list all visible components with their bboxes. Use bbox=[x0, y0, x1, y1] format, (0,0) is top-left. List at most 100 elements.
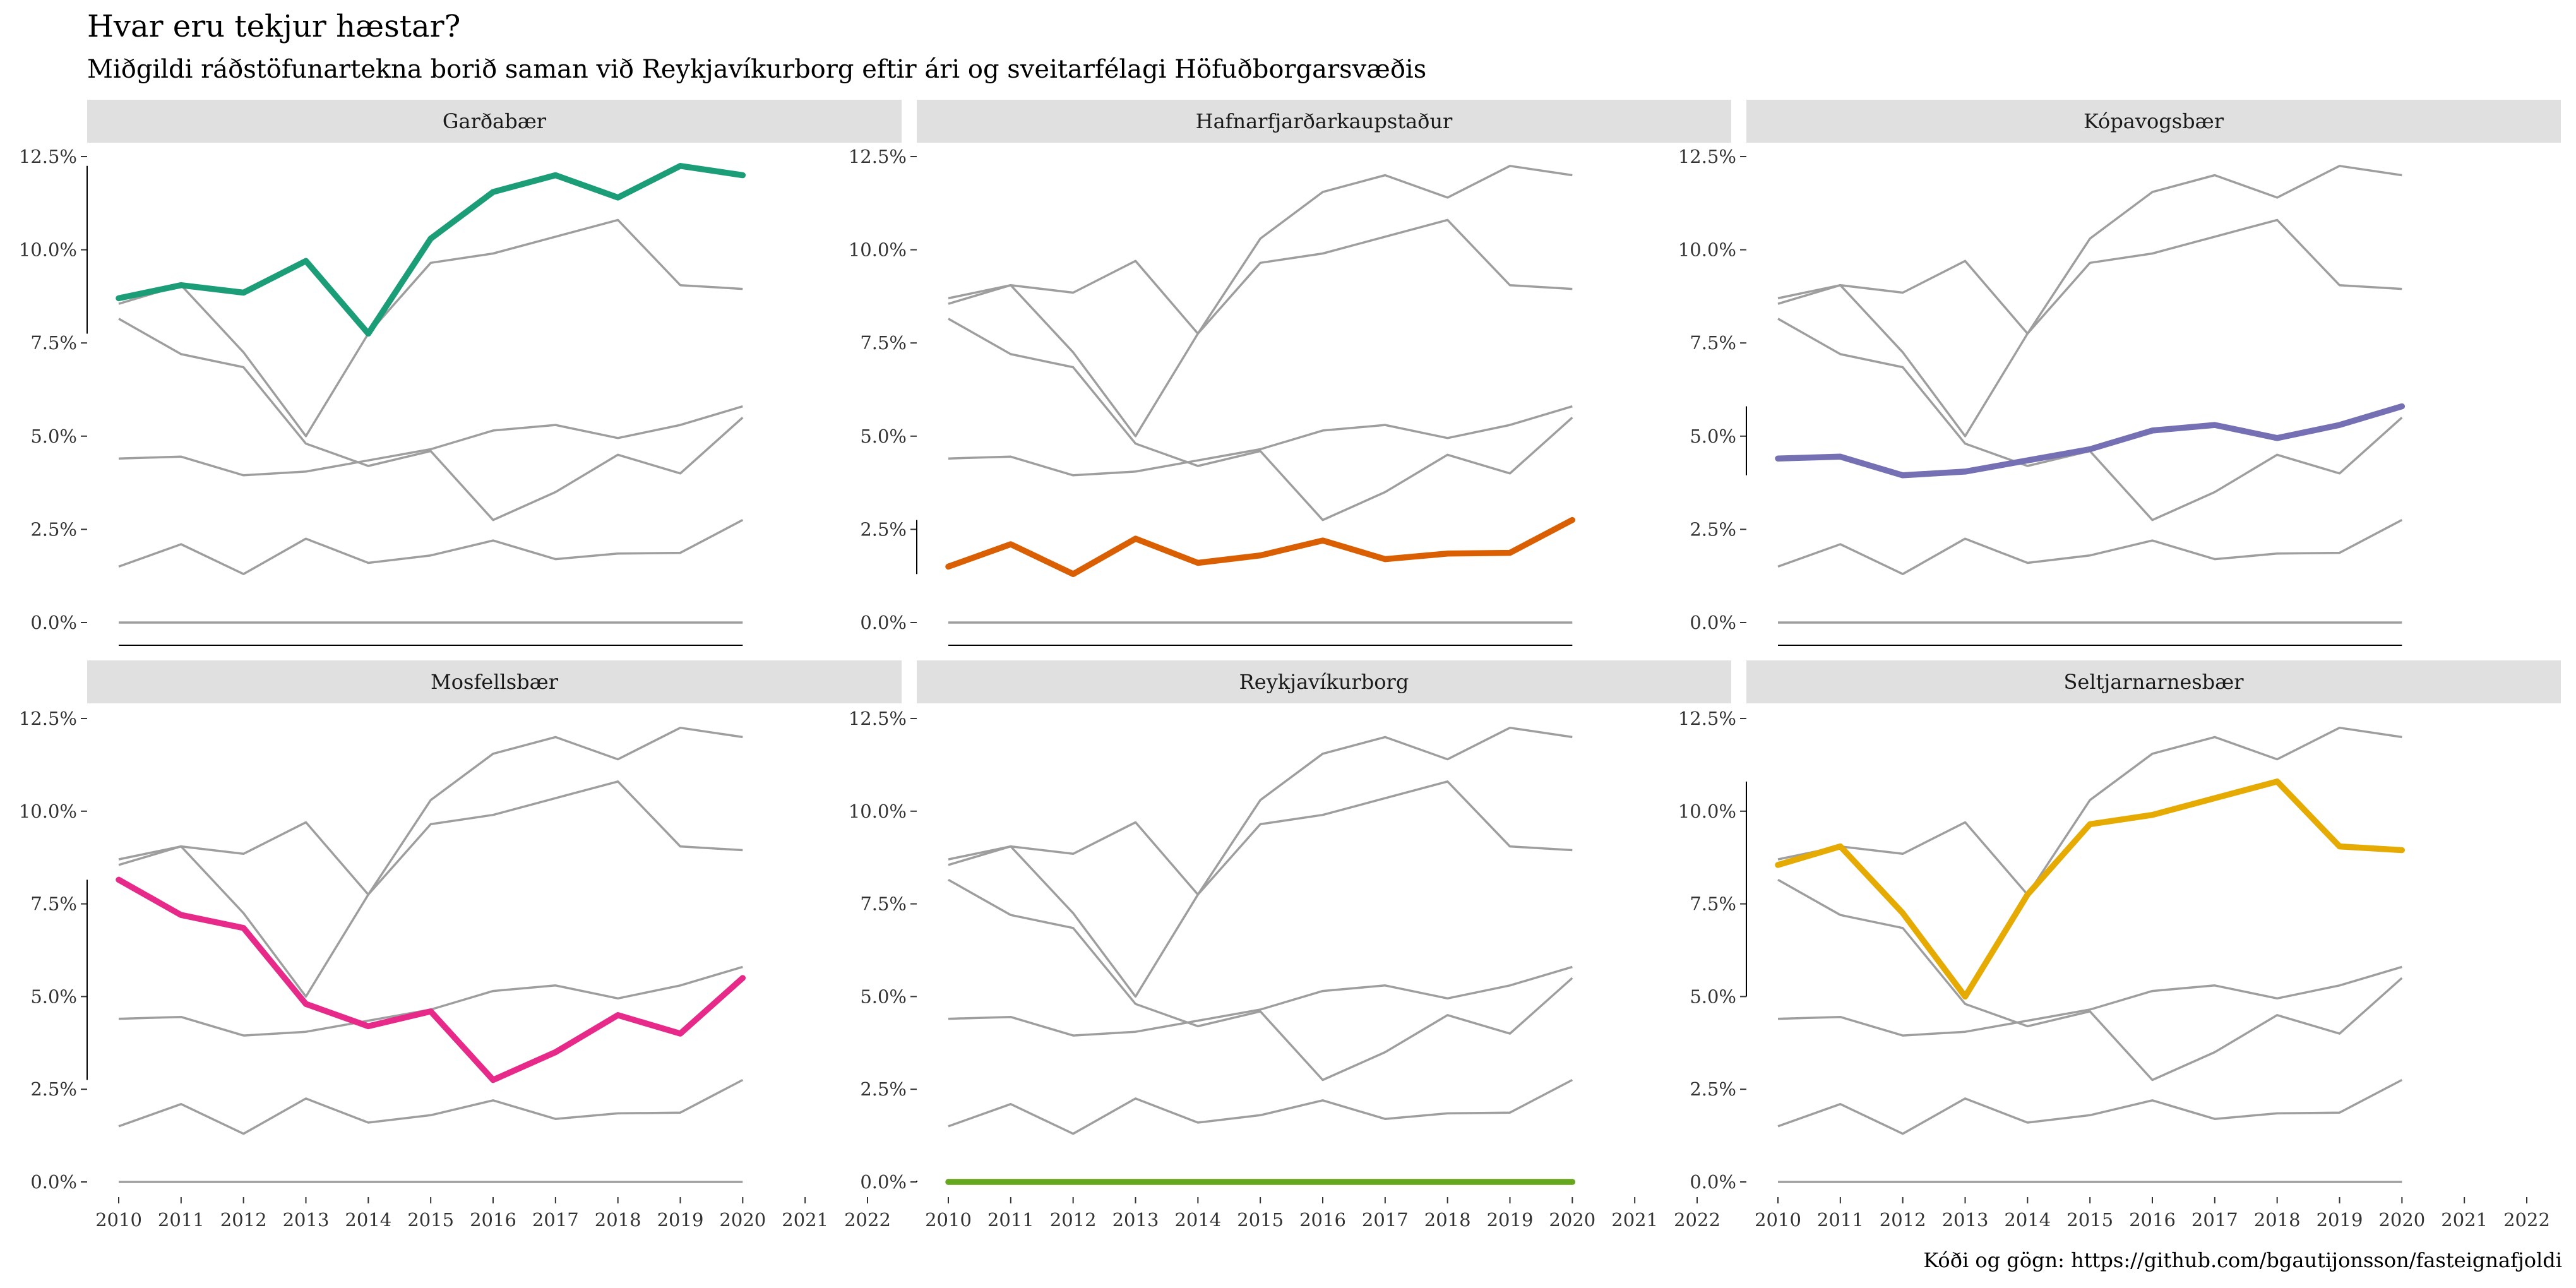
facet-strip-label: Garðabær bbox=[443, 109, 547, 133]
chart-subtitle: Miðgildi ráðstöfunartekna borið saman vi… bbox=[87, 55, 1427, 84]
background-line-mosfellsbaer bbox=[948, 878, 1573, 1082]
background-line-seltjarnarnesbaer bbox=[118, 218, 743, 438]
background-line-gardabaer bbox=[948, 165, 1573, 335]
y-tick-label: 10.0% bbox=[849, 239, 907, 261]
y-tick-label: 12.5% bbox=[849, 708, 907, 729]
x-tick-label: 2020 bbox=[719, 1209, 766, 1231]
chart-title: Hvar eru tekjur hæstar? bbox=[87, 9, 461, 44]
y-tick-label: 2.5% bbox=[860, 518, 907, 540]
x-tick-label: 2020 bbox=[2378, 1209, 2425, 1231]
background-line-mosfellsbaer bbox=[948, 318, 1573, 522]
highlight-line-seltjarnarnesbaer bbox=[1775, 778, 2406, 1000]
x-tick-label: 2021 bbox=[782, 1209, 828, 1231]
x-tick-label: 2011 bbox=[158, 1209, 205, 1231]
facet-panel-reykjavikurborg: Reykjavíkurborg 0.0% 2.5% 5.0% 7.5% 10.0% 12.5… bbox=[849, 660, 1731, 1231]
x-tick-label: 2022 bbox=[2503, 1209, 2550, 1231]
x-tick-label: 2022 bbox=[844, 1209, 891, 1231]
x-tick-label: 2016 bbox=[1299, 1209, 1346, 1231]
y-tick-label: 2.5% bbox=[1690, 1078, 1736, 1100]
facet-strip bbox=[917, 100, 1731, 143]
y-tick-label: 10.0% bbox=[19, 239, 77, 261]
y-tick-label: 12.5% bbox=[1678, 708, 1736, 729]
y-tick-label: 5.0% bbox=[30, 426, 77, 447]
background-line-gardabaer bbox=[1777, 726, 2402, 896]
x-tick-label: 2012 bbox=[1050, 1209, 1097, 1231]
x-tick-label: 2015 bbox=[1237, 1209, 1284, 1231]
y-tick-label: 7.5% bbox=[30, 893, 77, 915]
y-tick-label: 12.5% bbox=[849, 146, 907, 167]
highlight-line-gardabaer bbox=[116, 163, 746, 337]
y-tick-label: 0.0% bbox=[860, 612, 907, 633]
y-tick-label: 7.5% bbox=[860, 332, 907, 354]
y-tick-label: 5.0% bbox=[1690, 986, 1736, 1007]
y-tick-label: 10.0% bbox=[1678, 239, 1736, 261]
background-line-seltjarnarnesbaer bbox=[948, 780, 1573, 998]
facet-strip-label: Kópavogsbær bbox=[2084, 109, 2224, 133]
x-tick-label: 2014 bbox=[2004, 1209, 2051, 1231]
background-line-kopavogsbaer bbox=[948, 965, 1573, 1037]
y-tick-label: 10.0% bbox=[19, 801, 77, 822]
highlight-line-mosfellsbaer bbox=[116, 876, 746, 1083]
x-tick-label: 2010 bbox=[95, 1209, 142, 1231]
x-tick-label: 2017 bbox=[2191, 1209, 2238, 1231]
x-tick-label: 2021 bbox=[1611, 1209, 1658, 1231]
background-line-hafnarfjardarkaupstadur bbox=[1777, 519, 2403, 575]
facet-panel-hafnarfjardarkaupstadur: Hafnarfjarðarkaupstaður 0.0% 2.5% 5.0% 7.5% 1… bbox=[849, 100, 1731, 646]
facet-strip bbox=[87, 660, 902, 703]
background-line-gardabaer bbox=[1777, 165, 2402, 335]
background-line-seltjarnarnesbaer bbox=[1777, 218, 2402, 438]
x-tick-label: 2021 bbox=[2441, 1209, 2488, 1231]
background-line-hafnarfjardarkaupstadur bbox=[118, 519, 744, 575]
x-tick-label: 2014 bbox=[345, 1209, 391, 1231]
y-tick-label: 12.5% bbox=[1678, 146, 1736, 167]
background-line-kopavogsbaer bbox=[1777, 965, 2402, 1037]
background-line-mosfellsbaer bbox=[1777, 318, 2403, 522]
y-tick-label: 10.0% bbox=[1678, 801, 1736, 822]
x-tick-label: 2011 bbox=[987, 1209, 1034, 1231]
y-tick-label: 7.5% bbox=[860, 893, 907, 915]
facet-strip bbox=[1746, 100, 2561, 143]
y-tick-label: 5.0% bbox=[1690, 426, 1736, 447]
facet-panel-kopavogsbaer: Kópavogsbær 0.0% 2.5% 5.0% 7.5% 10.0% 12.5% bbox=[1678, 100, 2561, 646]
x-tick-label: 2022 bbox=[1674, 1209, 1720, 1231]
y-tick-label: 0.0% bbox=[1690, 1171, 1736, 1193]
background-line-kopavogsbaer bbox=[118, 405, 743, 477]
x-tick-label: 2019 bbox=[657, 1209, 704, 1231]
y-tick-label: 7.5% bbox=[1690, 332, 1736, 354]
background-line-gardabaer bbox=[118, 726, 743, 896]
x-tick-label: 2013 bbox=[283, 1209, 330, 1231]
y-tick-label: 5.0% bbox=[860, 426, 907, 447]
background-line-seltjarnarnesbaer bbox=[948, 218, 1573, 438]
x-tick-label: 2012 bbox=[220, 1209, 267, 1231]
x-tick-label: 2012 bbox=[1880, 1209, 1926, 1231]
facet-strip bbox=[917, 660, 1731, 703]
background-line-hafnarfjardarkaupstadur bbox=[948, 1078, 1573, 1135]
x-tick-label: 2019 bbox=[2317, 1209, 2363, 1231]
background-line-gardabaer bbox=[948, 726, 1573, 896]
facet-strip bbox=[87, 100, 902, 143]
x-tick-label: 2017 bbox=[1362, 1209, 1409, 1231]
facet-strip-label: Reykjavíkurborg bbox=[1239, 670, 1409, 694]
x-tick-label: 2015 bbox=[2066, 1209, 2113, 1231]
background-line-mosfellsbaer bbox=[118, 318, 744, 522]
x-tick-label: 2017 bbox=[532, 1209, 579, 1231]
x-tick-label: 2020 bbox=[1549, 1209, 1595, 1231]
highlight-line-kopavogsbaer bbox=[1775, 403, 2406, 479]
background-line-hafnarfjardarkaupstadur bbox=[1777, 1078, 2403, 1135]
x-tick-label: 2018 bbox=[595, 1209, 641, 1231]
background-line-kopavogsbaer bbox=[948, 405, 1573, 477]
facet-panel-gardabaer: Garðabær 0.0% 2.5% 5.0% 7.5% 10.0% 12.5% bbox=[19, 100, 902, 646]
background-line-seltjarnarnesbaer bbox=[118, 780, 743, 998]
y-tick-label: 0.0% bbox=[1690, 612, 1736, 633]
x-tick-label: 2010 bbox=[925, 1209, 972, 1231]
y-tick-label: 2.5% bbox=[1690, 518, 1736, 540]
chart-caption: Kóði og gögn: https://github.com/bgautij… bbox=[1923, 1248, 2562, 1272]
y-tick-label: 2.5% bbox=[30, 518, 77, 540]
background-line-mosfellsbaer bbox=[1777, 878, 2403, 1082]
x-tick-label: 2010 bbox=[1755, 1209, 1801, 1231]
y-tick-label: 2.5% bbox=[860, 1078, 907, 1100]
x-tick-label: 2019 bbox=[1487, 1209, 1534, 1231]
background-line-hafnarfjardarkaupstadur bbox=[118, 1078, 744, 1135]
y-tick-label: 12.5% bbox=[19, 708, 77, 729]
